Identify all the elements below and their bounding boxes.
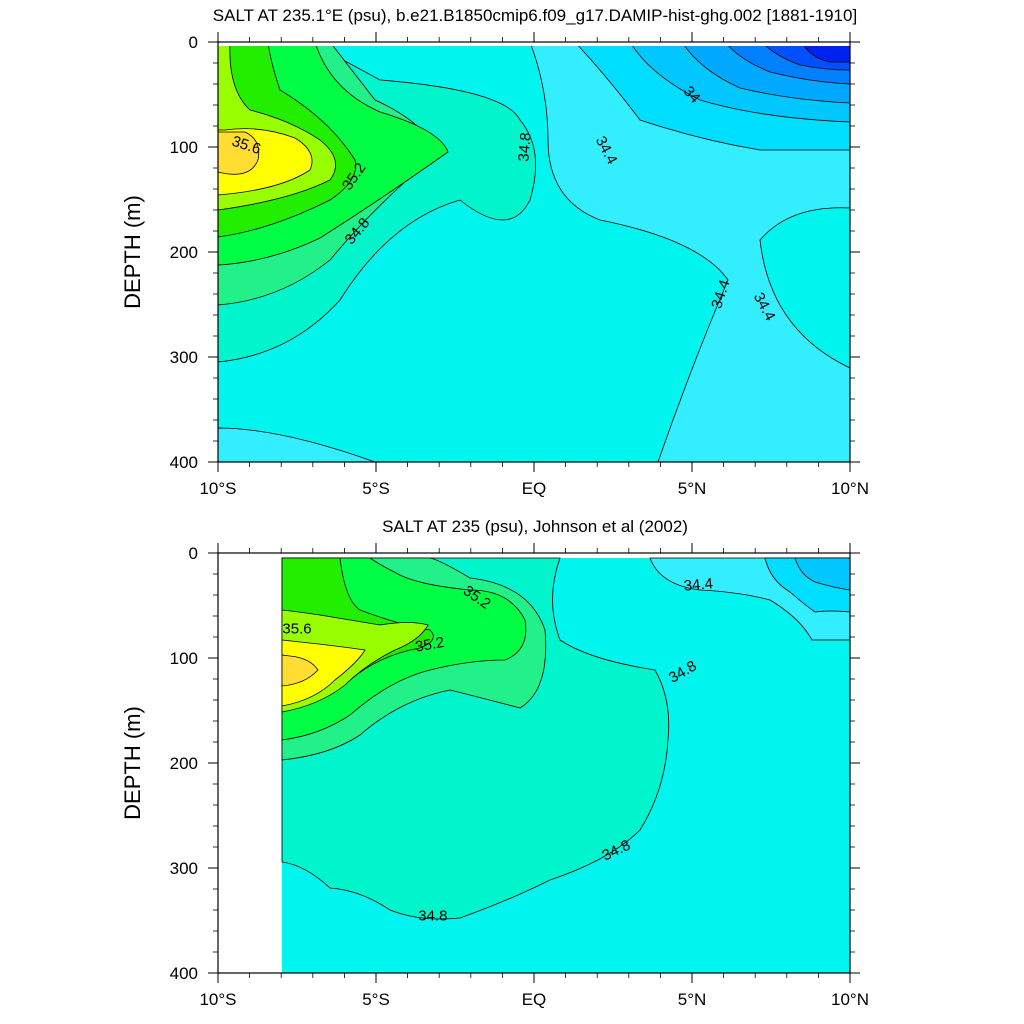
panel-2-ylabel: DEPTH (m) (120, 706, 145, 820)
panel-1-title: SALT AT 235.1°E (psu), b.e21.B1850cmip6.… (213, 6, 857, 25)
y-tick-label: 200 (170, 243, 198, 262)
y-tick-label: 300 (170, 348, 198, 367)
panel-1-fill-36-0 (218, 131, 260, 175)
x-tick-label: 5°N (678, 479, 707, 498)
contour-label: 35.2 (414, 634, 446, 656)
y-tick-label: 100 (170, 138, 198, 157)
panel-1-ylabel: DEPTH (m) (120, 195, 145, 309)
x-tick-label: 10°N (831, 990, 869, 1009)
y-tick-label: 400 (170, 964, 198, 983)
panel-2-fill-35-8 (281, 639, 366, 707)
x-tick-label: 10°S (199, 479, 236, 498)
y-tick-label: 300 (170, 859, 198, 878)
x-tick-label: 10°S (199, 990, 236, 1009)
contour-label: 35.6 (282, 621, 311, 638)
x-tick-label: EQ (522, 990, 547, 1009)
x-tick-label: EQ (522, 479, 547, 498)
panel-2-fill-36-0 (281, 654, 319, 687)
panel-1-ticks: 10°S 5°S EQ 5°N 10°N 0 100 200 300 400 (170, 32, 869, 498)
y-tick-label: 100 (170, 649, 198, 668)
x-tick-label: 5°S (362, 990, 390, 1009)
x-tick-label: 5°S (362, 479, 390, 498)
panel-1-fill-right-bulge (759, 207, 850, 369)
contour-label: 34.8 (418, 907, 447, 924)
contour-label: 34.8 (515, 132, 534, 163)
y-tick-label: 400 (170, 453, 198, 472)
panel-1-fill-33-2 (801, 42, 850, 63)
panel-2-fill-34-0 (794, 557, 850, 591)
x-tick-label: 10°N (831, 479, 869, 498)
panel-2-plot-area (218, 553, 850, 973)
y-tick-label: 0 (189, 33, 198, 52)
panel-2-title: SALT AT 235 (psu), Johnson et al (2002) (382, 517, 688, 536)
panel-2: SALT AT 235 (psu), Johnson et al (2002) … (120, 517, 869, 1009)
y-tick-label: 0 (189, 544, 198, 563)
panel-2-ticks: 10°S 5°S EQ 5°N 10°N 0 100 200 300 400 (170, 543, 869, 1009)
contour-label: 34.4 (683, 575, 714, 594)
panel-1-plot-area (218, 42, 850, 462)
x-tick-label: 5°N (678, 990, 707, 1009)
y-tick-label: 200 (170, 754, 198, 773)
panel-1: SALT AT 235.1°E (psu), b.e21.B1850cmip6.… (120, 6, 869, 498)
